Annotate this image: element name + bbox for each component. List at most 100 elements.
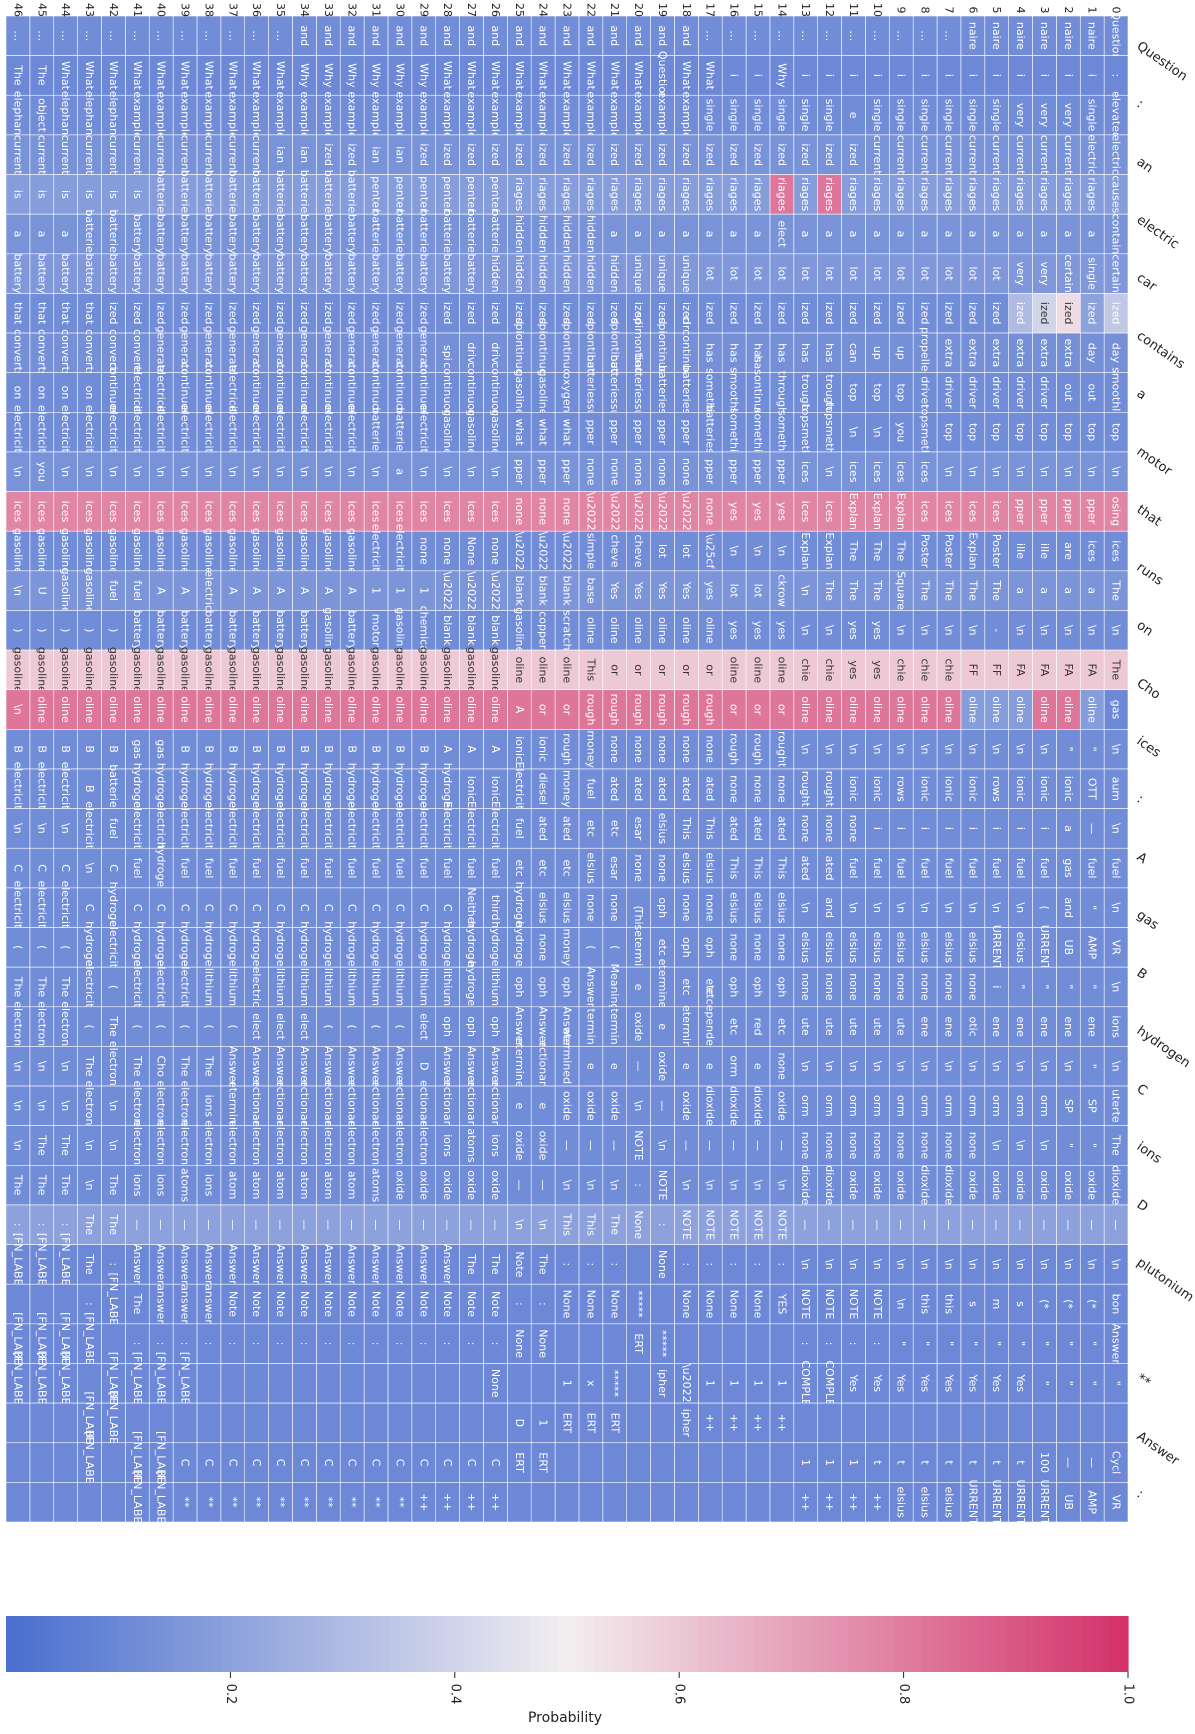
cell-token-label: simple bbox=[584, 533, 597, 570]
cell-token-label: oline bbox=[1038, 696, 1051, 723]
cell-token-label: single bbox=[966, 99, 979, 132]
column-token-label: a bbox=[1134, 386, 1149, 403]
cell-token-label: lithium bbox=[441, 968, 454, 1006]
cell-token-label: converts bbox=[83, 329, 96, 377]
cell-token-label: oline bbox=[966, 696, 979, 723]
cell-token-label: lithium bbox=[226, 968, 239, 1006]
cell-token-label: riages bbox=[1014, 177, 1027, 211]
cell-token-label: — bbox=[584, 1140, 597, 1151]
cell-token-label: : bbox=[656, 1223, 669, 1227]
cell-token-label: orm bbox=[1038, 1095, 1051, 1117]
cell-token-label: or bbox=[728, 704, 741, 716]
cell-token-label: elephant bbox=[11, 91, 24, 140]
cell-token-label: The bbox=[131, 1293, 144, 1315]
cell-token-label: … bbox=[35, 30, 48, 41]
cell-token-label: URRENT bbox=[1038, 925, 1051, 971]
cell-token-label: batteries bbox=[441, 209, 454, 258]
cell-token-label: none bbox=[823, 973, 836, 1001]
cell-token-label: ** bbox=[274, 1497, 287, 1509]
colorbar-segment bbox=[763, 1616, 774, 1672]
cell-token-label: Yes bbox=[871, 1373, 884, 1392]
cell-token-label: A bbox=[513, 706, 526, 714]
cell-token-label: electricity bbox=[59, 405, 72, 460]
cell-token-label: battery bbox=[322, 254, 335, 295]
cell-token-label: \n bbox=[59, 1101, 72, 1112]
cell-token-label: ( bbox=[226, 1024, 239, 1028]
cell-token-label: dioxide bbox=[751, 1086, 764, 1126]
cell-token-label: UB bbox=[1062, 1494, 1075, 1510]
cell-token-label: (* bbox=[1062, 1299, 1075, 1309]
cell-token-label: lot bbox=[942, 267, 955, 282]
cell-token-label: \n bbox=[847, 1259, 860, 1270]
cell-token-label: riages bbox=[584, 177, 597, 211]
cell-token-label: The bbox=[35, 64, 48, 86]
cell-token-label: oxygen bbox=[561, 372, 574, 412]
cell-token-label: : bbox=[346, 1342, 359, 1346]
cell-token-label: YES bbox=[775, 1293, 788, 1315]
cell-token-label: Answer bbox=[226, 1244, 239, 1285]
cell-token-label: ionic bbox=[465, 776, 478, 802]
cell-token-label: oline bbox=[990, 696, 1003, 723]
cell-token-label: none bbox=[489, 537, 502, 565]
cell-token-label: none bbox=[632, 735, 645, 763]
cell-token-label: The bbox=[608, 1214, 621, 1236]
cell-token-label: : bbox=[370, 1342, 383, 1346]
cell-token-label: rough bbox=[680, 694, 693, 726]
cell-token-label: rows bbox=[990, 776, 1003, 802]
cell-token-label: battery bbox=[250, 610, 263, 651]
colorbar-segment bbox=[744, 1616, 755, 1672]
cell-token-label: ices bbox=[489, 501, 502, 523]
cell-token-label: AMP bbox=[1086, 936, 1099, 960]
cell-token-label: is bbox=[131, 190, 144, 199]
colorbar-segment bbox=[847, 1616, 858, 1672]
cell-token-label: ++ bbox=[704, 1414, 717, 1432]
cell-token-label: oxide bbox=[966, 1170, 979, 1200]
cell-token-label: \n bbox=[322, 466, 335, 477]
cell-token-label: single bbox=[942, 99, 955, 132]
cell-token-label: somethir bbox=[751, 408, 764, 457]
cell-token-label: ices bbox=[155, 501, 168, 523]
cell-token-label: \n bbox=[1014, 1140, 1027, 1151]
cell-token-label: 1 bbox=[370, 587, 383, 594]
cell-token-label: atom bbox=[274, 1171, 287, 1200]
cell-token-label: Why bbox=[370, 63, 383, 88]
cell-token-label: orm bbox=[990, 1095, 1003, 1117]
cell-token-label: elsius bbox=[561, 892, 574, 924]
cell-token-label: pper bbox=[680, 419, 693, 445]
cell-token-label: ices bbox=[226, 501, 239, 523]
cell-token-label: none bbox=[441, 537, 454, 565]
colorbar-segment bbox=[510, 1616, 521, 1672]
cell-token-label: are bbox=[1062, 542, 1075, 560]
cell-token-label: electricity bbox=[131, 405, 144, 460]
heatmap-cell bbox=[530, 1363, 556, 1404]
cell-token-label: none bbox=[847, 1132, 860, 1160]
cell-token-label: i bbox=[990, 74, 1003, 77]
cell-token-label: ized bbox=[1014, 302, 1027, 325]
cell-token-label: ized bbox=[775, 302, 788, 325]
cell-token-label: you bbox=[35, 462, 48, 482]
cell-token-label: fuel bbox=[513, 818, 526, 839]
cell-token-label: i bbox=[871, 74, 884, 77]
cell-token-label: The bbox=[83, 1214, 96, 1236]
cell-token-label: \n bbox=[799, 744, 812, 755]
heatmap-cell bbox=[5, 1482, 31, 1523]
cell-token-label: ions bbox=[155, 1174, 168, 1197]
cell-token-label: i bbox=[895, 827, 908, 830]
cell-token-label: Answer bbox=[346, 1244, 359, 1285]
cell-token-label: ian bbox=[370, 146, 383, 163]
cell-token-label: — bbox=[1110, 1219, 1123, 1230]
cell-token-label: ene bbox=[942, 1016, 955, 1037]
cell-token-label: etermin bbox=[680, 1005, 693, 1048]
cell-token-label: none bbox=[966, 1132, 979, 1160]
cell-token-label: \u2022 bbox=[561, 532, 574, 571]
cell-token-label: Note bbox=[346, 1291, 359, 1317]
cell-token-label: none bbox=[632, 854, 645, 882]
cell-token-label: \n bbox=[370, 466, 383, 477]
cell-token-label: smoothly bbox=[1110, 367, 1123, 418]
cell-token-label: electricity bbox=[393, 524, 406, 579]
cell-token-label: NOTE bbox=[775, 1209, 788, 1240]
cell-token-label: : bbox=[11, 1223, 24, 1227]
colorbar-segment bbox=[24, 1616, 35, 1672]
cell-token-label: ian bbox=[298, 146, 311, 163]
cell-token-label: batteries bbox=[274, 170, 287, 219]
